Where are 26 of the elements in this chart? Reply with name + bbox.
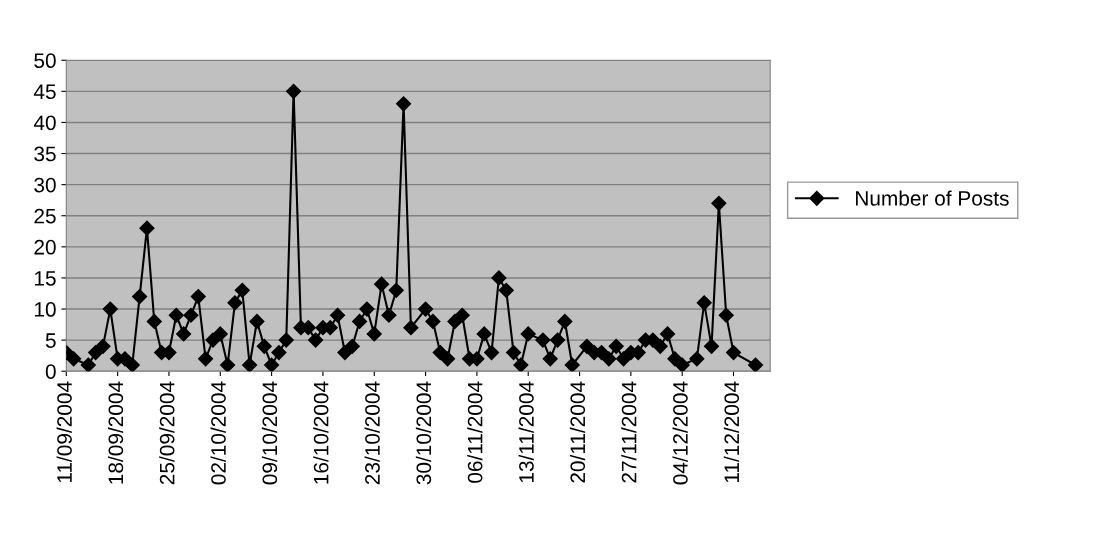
y-tick-label: 15 xyxy=(35,271,56,286)
y-tick-label: 25 xyxy=(34,208,56,224)
y-tick-label: 30 xyxy=(34,177,56,193)
x-tick-label: 18/09/2004 xyxy=(107,381,124,484)
y-tick-label: 45 xyxy=(33,84,56,100)
y-tick-label: 10 xyxy=(35,302,56,317)
x-tick-label: 11/12/2004 xyxy=(723,381,740,483)
y-tick-label: 0 xyxy=(45,364,56,379)
x-tick-label: 09/10/2004 xyxy=(261,381,278,485)
x-tick-label: 06/11/2004 xyxy=(467,381,483,483)
legend-label: Number of Posts xyxy=(856,190,1009,206)
y-tick-label: 20 xyxy=(34,239,56,255)
x-tick-label: 20/11/2004 xyxy=(569,381,586,483)
x-tick-label: 02/10/2004 xyxy=(210,381,226,485)
y-tick-label: 5 xyxy=(45,333,56,348)
y-tick-label: 40 xyxy=(33,115,56,131)
x-tick-label: 23/10/2004 xyxy=(364,381,380,485)
y-tick-label: 50 xyxy=(34,53,56,69)
x-tick-label: 04/12/2004 xyxy=(672,381,688,485)
y-tick-label: 35 xyxy=(34,146,56,162)
x-tick-label: 25/09/2004 xyxy=(159,381,175,485)
x-tick-label: 16/10/2004 xyxy=(313,381,329,484)
x-tick-label: 13/11/2004 xyxy=(518,381,534,483)
x-tick-label: 11/09/2004 xyxy=(56,381,72,483)
x-tick-label: 30/10/2004 xyxy=(415,381,432,485)
x-tick-label: 27/11/2004 xyxy=(621,381,637,483)
